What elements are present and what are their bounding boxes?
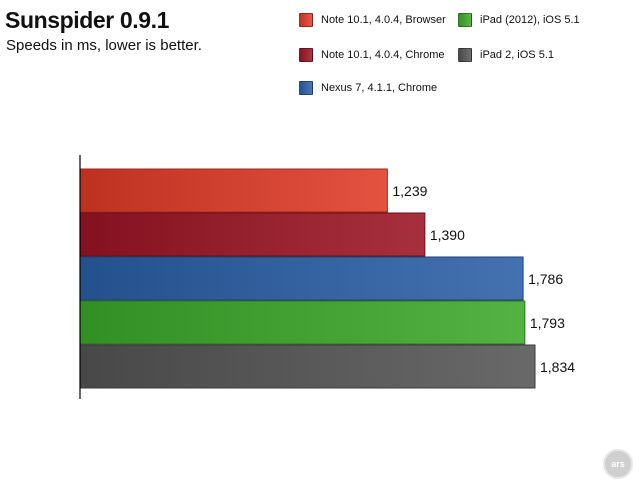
legend-item-ipad-2: iPad 2, iOS 5.1 (458, 48, 554, 62)
legend-item-note-chrome: Note 10.1, 4.0.4, Chrome (299, 48, 445, 62)
legend-label: iPad 2, iOS 5.1 (480, 49, 554, 61)
chart-title: Sunspider 0.9.1 (5, 7, 170, 33)
bar-1 (79, 212, 426, 257)
legend-item-ipad-2012: iPad (2012), iOS 5.1 (458, 13, 580, 27)
bar-4 (79, 344, 536, 389)
legend-swatch (299, 81, 313, 95)
bar-3 (79, 300, 526, 345)
bars-layer: 1,239 1,390 1,786 1,793 1,834 (79, 168, 575, 389)
legend-label: Note 10.1, 4.0.4, Browser (321, 14, 446, 26)
bar-value-label-3: 1,793 (530, 315, 565, 331)
legend-swatch (458, 13, 472, 27)
bar-value-label-4: 1,834 (540, 359, 575, 375)
legend-label: iPad (2012), iOS 5.1 (480, 14, 580, 26)
legend-swatch (299, 48, 313, 62)
legend-swatch (458, 48, 472, 62)
legend-label: Note 10.1, 4.0.4, Chrome (321, 49, 445, 61)
legend-item-nexus-chrome: Nexus 7, 4.1.1, Chrome (299, 81, 437, 95)
legend-label: Nexus 7, 4.1.1, Chrome (321, 82, 438, 94)
legend-item-note-browser: Note 10.1, 4.0.4, Browser (299, 13, 446, 27)
bar-value-label-2: 1,786 (528, 271, 563, 287)
chart-subtitle: Speeds in ms, lower is better. (6, 37, 202, 54)
bar-0 (79, 168, 388, 213)
bar-value-label-0: 1,239 (392, 183, 427, 199)
bar-2 (79, 256, 524, 301)
bar-value-label-1: 1,390 (430, 227, 465, 243)
legend-swatch (299, 13, 313, 27)
ars-logo-watermark: ars (603, 449, 633, 479)
